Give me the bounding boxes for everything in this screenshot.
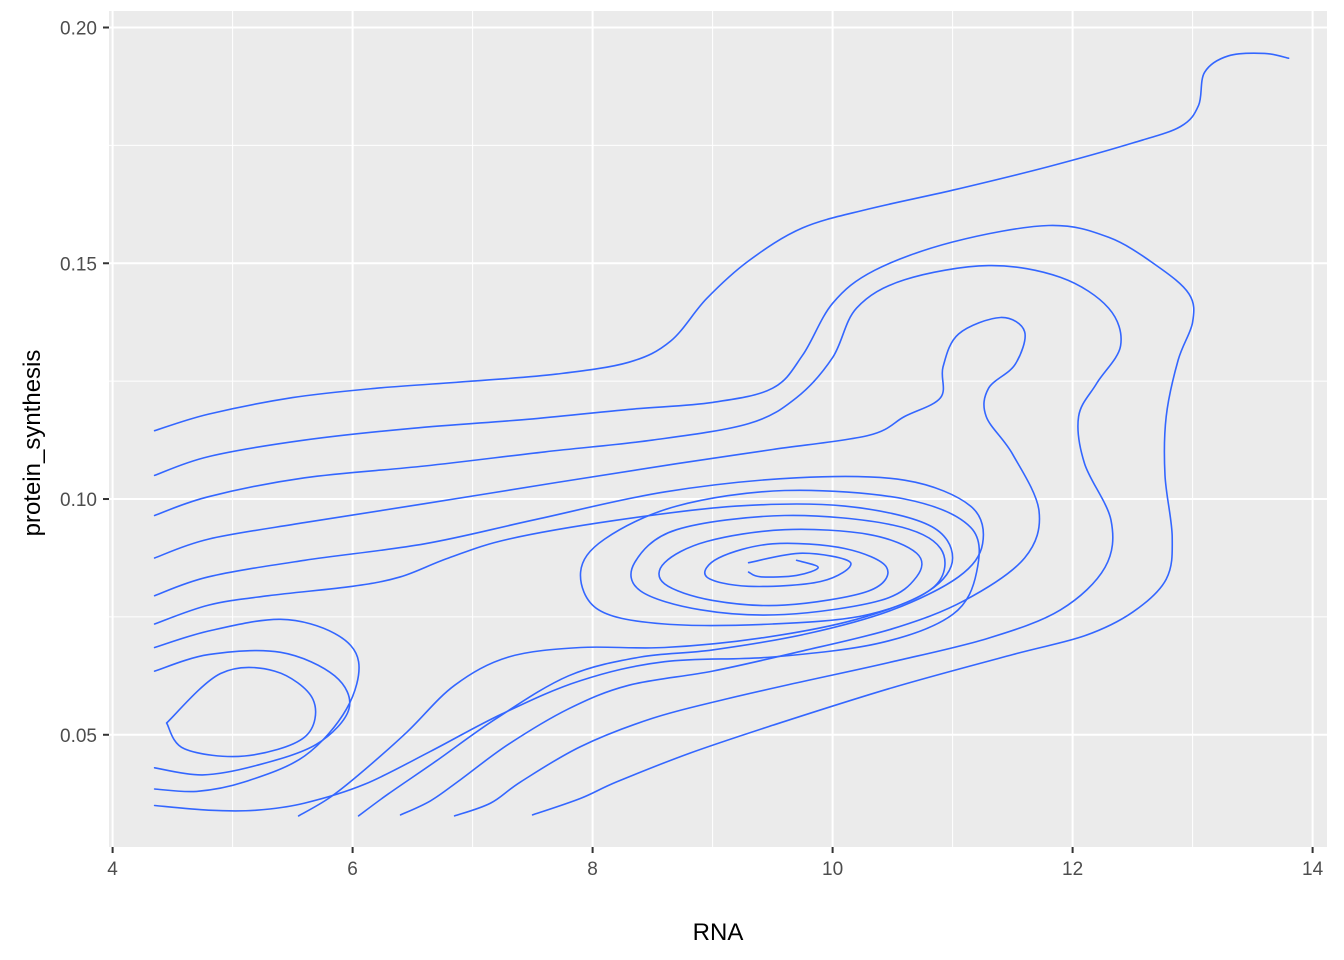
contour-line <box>153 649 351 776</box>
contour-line <box>153 489 981 812</box>
y-axis-title: protein_synthesis <box>19 350 46 537</box>
y-tick-label: 0.10 <box>60 490 97 511</box>
grid-lines <box>109 11 1327 847</box>
contour-line <box>747 559 819 578</box>
x-axis-title: RNA <box>693 919 744 946</box>
contour-line <box>153 52 1290 432</box>
contour-line <box>165 666 317 758</box>
contour-line <box>153 224 1195 816</box>
contour-line <box>153 316 1041 816</box>
x-tick-label: 6 <box>347 859 358 880</box>
x-tick-label: 12 <box>1062 859 1083 880</box>
x-tick-label: 14 <box>1302 859 1324 880</box>
x-tick-label: 10 <box>822 859 843 880</box>
contour-lines <box>153 52 1290 817</box>
y-tick-label: 0.20 <box>60 19 97 40</box>
x-tick-label: 8 <box>587 859 598 880</box>
x-tick-label: 4 <box>107 859 118 880</box>
contour-line <box>153 618 360 793</box>
contour-line <box>153 264 1122 817</box>
contour-line <box>153 503 954 817</box>
plot-panel <box>109 11 1327 847</box>
y-tick-label: 0.05 <box>60 726 97 747</box>
y-tick-label: 0.15 <box>60 254 97 275</box>
contour-line <box>153 475 985 817</box>
axis-ticks: 4 6 8 10 12 14 0.05 0.10 0.15 0.20 <box>60 19 1324 880</box>
